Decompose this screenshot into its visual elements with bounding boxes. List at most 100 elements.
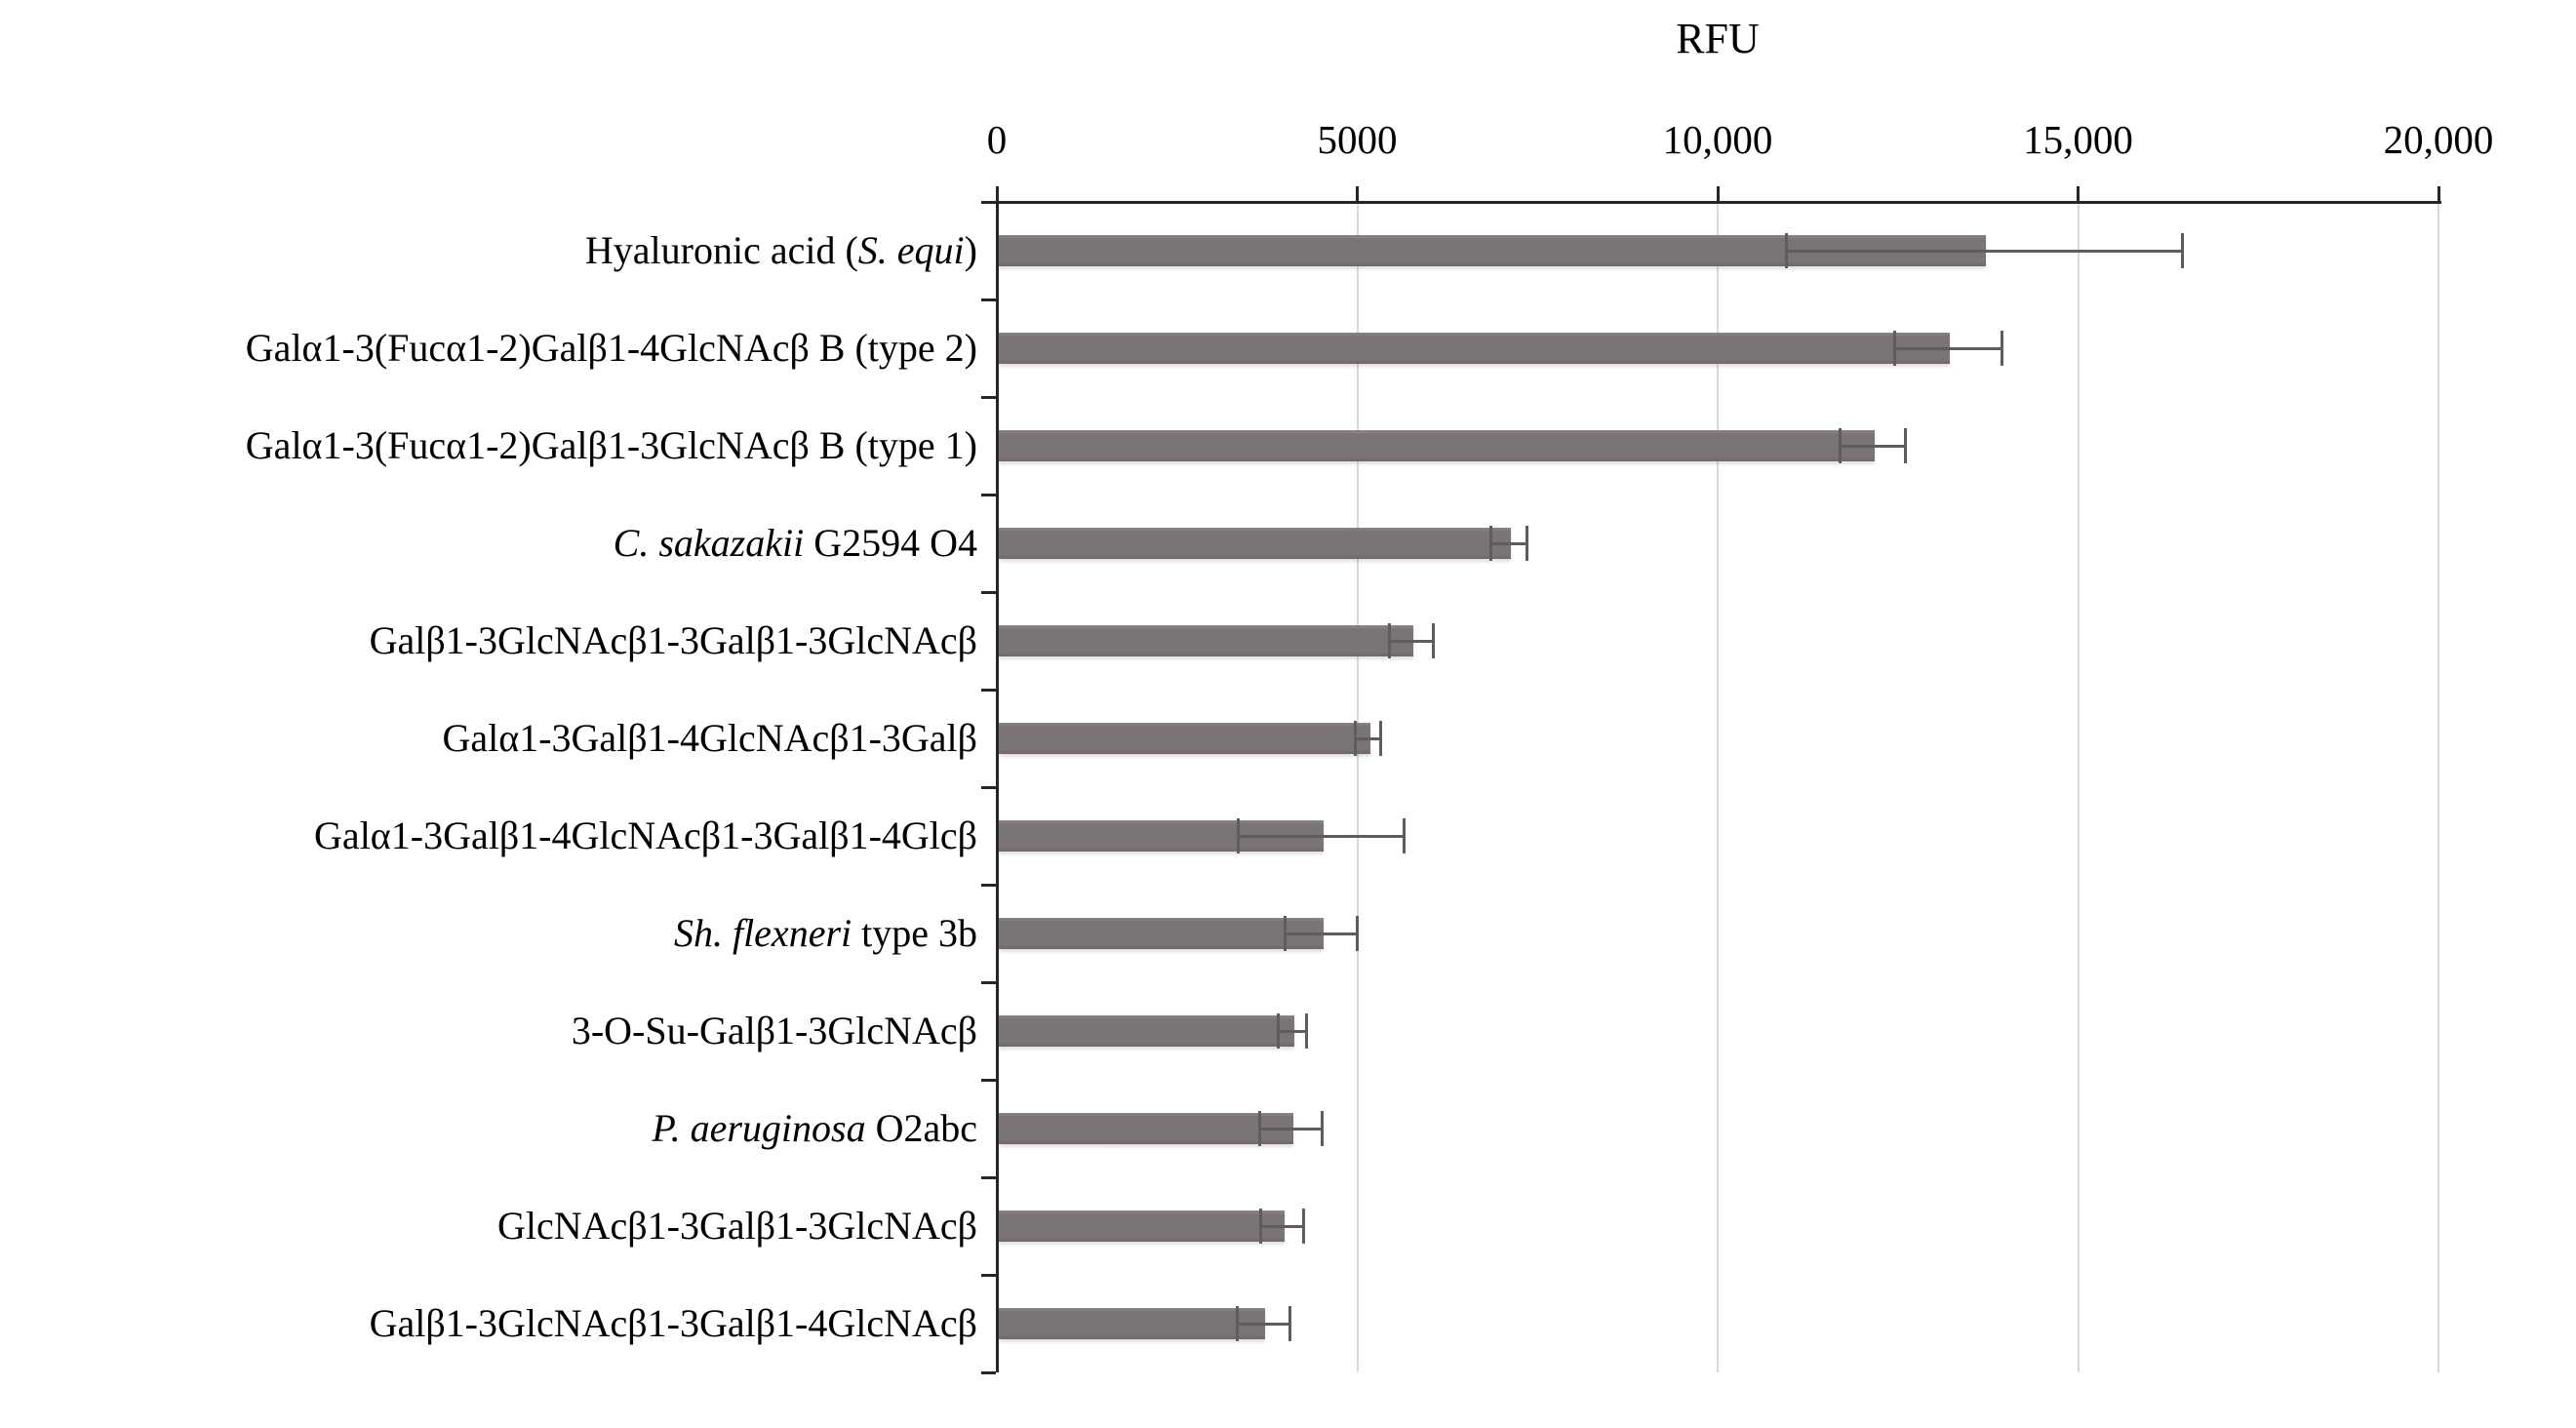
y-axis-tick (981, 395, 996, 399)
error-bar-cap-right (1525, 526, 1528, 561)
category-label-segment: O2abc (865, 1106, 977, 1150)
error-bar-cap-left (1258, 1111, 1262, 1146)
bar (999, 430, 1875, 461)
bar (999, 1113, 1293, 1144)
error-bar-cap-right (1288, 1306, 1291, 1341)
category-label-italic-segment: C. sakazakii (613, 521, 805, 565)
y-axis-tick (981, 785, 996, 789)
error-bar-line (1894, 346, 2002, 350)
error-bar-cap-left (1388, 623, 1392, 658)
gridline (2437, 202, 2439, 1372)
category-label: P. aeruginosa O2abc (0, 1105, 977, 1152)
error-bar-line (1278, 1029, 1307, 1033)
error-bar-line (1259, 1127, 1323, 1130)
y-axis-tick (981, 590, 996, 594)
error-bar-cap-right (1320, 1111, 1324, 1146)
x-axis-line (982, 201, 2441, 204)
y-axis-tick (981, 1078, 996, 1082)
category-label-segment: Galα1-3(Fucα1-2)Galβ1-4GlcNAcβ B (type 2… (245, 326, 977, 370)
x-axis-tick (1356, 186, 1359, 202)
error-bar-cap-left (1839, 428, 1843, 463)
category-label-segment: Galα1-3(Fucα1-2)Galβ1-3GlcNAcβ B (type 1… (245, 423, 977, 467)
bar (999, 1210, 1285, 1242)
category-label-segment: Galβ1-3GlcNAcβ1-3Galβ1-4GlcNAcβ (369, 1301, 977, 1345)
bar (999, 333, 1951, 364)
error-bar-cap-right (1403, 818, 1407, 853)
y-axis-tick (981, 298, 996, 301)
x-axis-tick-label: 20,000 (2383, 117, 2494, 162)
category-label: Hyaluronic acid (S. equi) (0, 227, 977, 274)
y-axis-tick (981, 200, 996, 204)
bar (999, 918, 1324, 949)
y-axis-tick (981, 1273, 996, 1277)
category-label: GlcNAcβ1-3Galβ1-3GlcNAcβ (0, 1203, 977, 1250)
error-bar-cap-right (1903, 428, 1907, 463)
bar (999, 1308, 1266, 1339)
x-axis-tick (995, 186, 999, 202)
y-axis-line (996, 202, 999, 1372)
category-label: Galα1-3(Fucα1-2)Galβ1-4GlcNAcβ B (type 2… (0, 325, 977, 372)
error-bar-cap-right (1431, 623, 1435, 658)
category-label-italic-segment: P. aeruginosa (652, 1106, 866, 1150)
error-bar-line (1238, 834, 1405, 838)
bar (999, 528, 1511, 559)
category-label: Galα1-3Galβ1-4GlcNAcβ1-3Galβ (0, 715, 977, 762)
category-label-segment: Galα1-3Galβ1-4GlcNAcβ1-3Galβ (442, 716, 977, 760)
error-bar-cap-left (1354, 721, 1358, 756)
error-bar-line (1490, 541, 1527, 545)
error-bar-cap-left (1488, 526, 1492, 561)
bar (999, 625, 1413, 656)
x-axis-tick (1716, 186, 1720, 202)
x-axis-tick (2077, 186, 2080, 202)
gridline (1717, 202, 1719, 1372)
gridline (2077, 202, 2080, 1372)
category-label: C. sakazakii G2594 O4 (0, 520, 977, 567)
error-bar-cap-left (1236, 1306, 1240, 1341)
category-label-segment: Hyaluronic acid ( (584, 228, 858, 272)
category-label: Galα1-3(Fucα1-2)Galβ1-3GlcNAcβ B (type 1… (0, 422, 977, 469)
category-label-italic-segment: Sh. flexneri (673, 911, 852, 955)
error-bar-cap-right (1379, 721, 1383, 756)
y-axis-tick (981, 1175, 996, 1179)
error-bar-cap-left (1892, 331, 1896, 366)
error-bar-cap-right (1305, 1013, 1309, 1049)
error-bar-line (1786, 249, 2183, 253)
error-bar-line (1389, 639, 1434, 643)
error-bar-cap-right (1356, 916, 1359, 951)
x-axis-tick-label: 0 (986, 117, 1008, 162)
x-axis-tick-label: 15,000 (2023, 117, 2133, 162)
x-axis-title: RFU (1676, 15, 1760, 62)
category-label-italic-segment: S. equi (857, 228, 965, 272)
category-label-segment: Galβ1-3GlcNAcβ1-3Galβ1-3GlcNAcβ (369, 618, 977, 662)
category-label: Sh. flexneri type 3b (0, 910, 977, 957)
error-bar-cap-right (2001, 331, 2004, 366)
category-label-segment: ) (964, 228, 977, 272)
error-bar-line (1237, 1322, 1290, 1326)
error-bar-line (1285, 932, 1358, 935)
category-label: Galβ1-3GlcNAcβ1-3Galβ1-3GlcNAcβ (0, 617, 977, 664)
bar (999, 1015, 1294, 1047)
category-label-segment: GlcNAcβ1-3Galβ1-3GlcNAcβ (496, 1204, 977, 1248)
category-label: Galβ1-3GlcNAcβ1-3Galβ1-4GlcNAcβ (0, 1300, 977, 1347)
y-axis-tick (981, 883, 996, 887)
y-axis-tick (981, 688, 996, 692)
bar (999, 723, 1370, 754)
category-label-segment: type 3b (852, 911, 977, 955)
category-label: 3-O-Su-Galβ1-3GlcNAcβ (0, 1008, 977, 1054)
y-axis-tick (981, 1370, 996, 1374)
x-axis-tick-label: 10,000 (1662, 117, 1773, 162)
category-label: Galα1-3Galβ1-4GlcNAcβ1-3Galβ1-4Glcβ (0, 813, 977, 859)
category-label-segment: G2594 O4 (804, 521, 977, 565)
error-bar-line (1840, 444, 1906, 448)
category-label-segment: 3-O-Su-Galβ1-3GlcNAcβ (571, 1009, 977, 1052)
error-bar-cap-left (1784, 233, 1788, 268)
error-bar-line (1260, 1224, 1304, 1228)
error-bar-cap-left (1237, 818, 1241, 853)
error-bar-cap-right (1302, 1209, 1306, 1244)
x-axis-tick-label: 5000 (1317, 117, 1398, 162)
category-label-segment: Galα1-3Galβ1-4GlcNAcβ1-3Galβ1-4Glcβ (314, 813, 977, 857)
error-bar-line (1355, 736, 1381, 740)
error-bar-cap-left (1258, 1209, 1262, 1244)
error-bar-cap-right (2181, 233, 2185, 268)
y-axis-tick (981, 980, 996, 984)
